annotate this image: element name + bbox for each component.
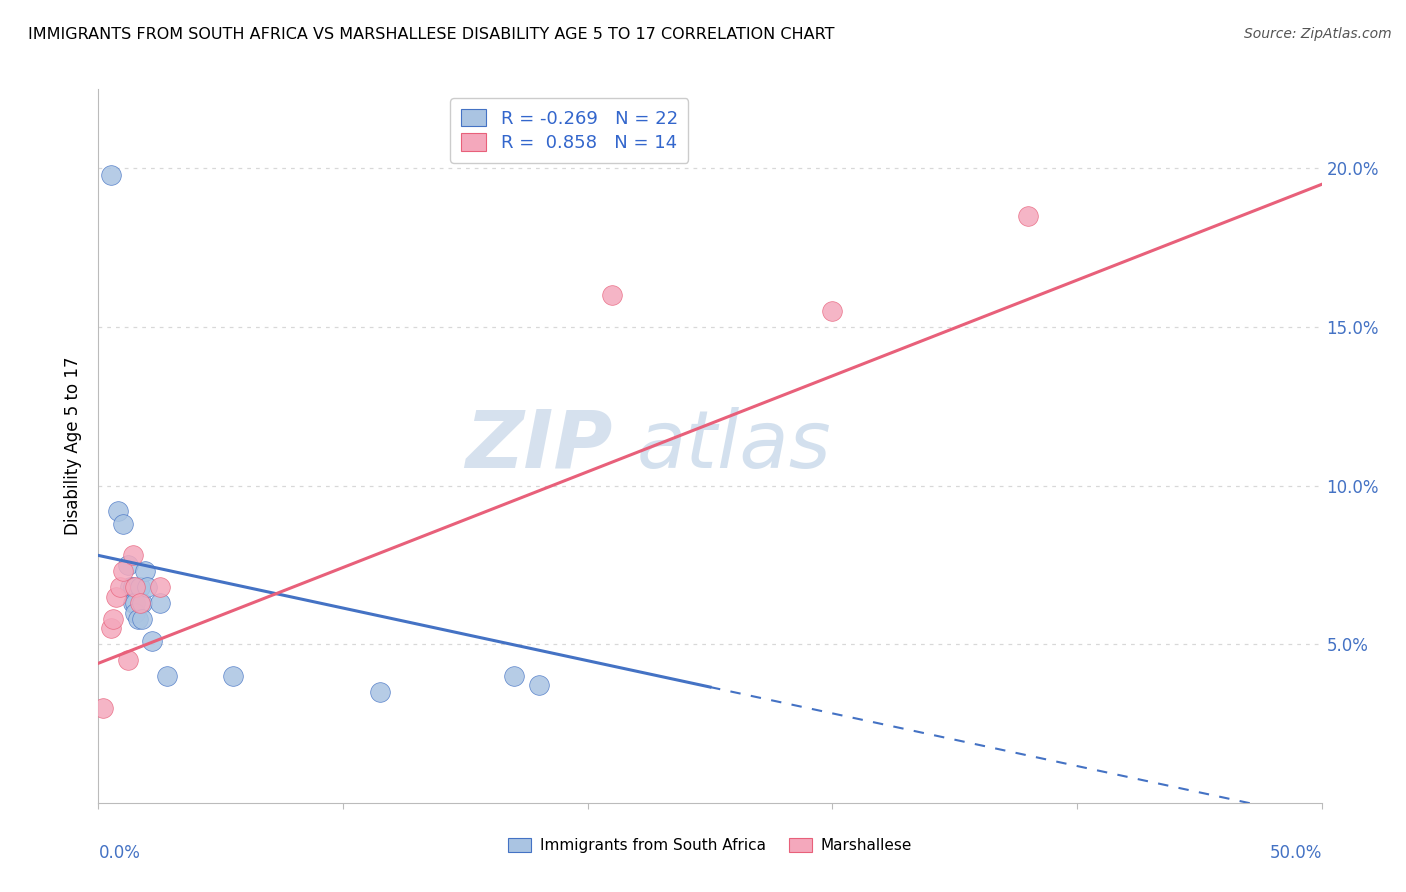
Text: Source: ZipAtlas.com: Source: ZipAtlas.com [1244, 27, 1392, 41]
Point [121, 549, 143, 563]
Point [136, 580, 159, 594]
Point [124, 606, 146, 620]
Point [129, 580, 152, 594]
Point [121, 596, 143, 610]
Point [101, 612, 124, 626]
Point [141, 634, 163, 648]
Point [1017, 209, 1039, 223]
Text: 50.0%: 50.0% [1270, 844, 1322, 862]
Point [127, 612, 149, 626]
Point [117, 653, 139, 667]
Point [121, 580, 143, 594]
Text: 0.0%: 0.0% [98, 844, 141, 862]
Point [100, 621, 122, 635]
Point [129, 596, 152, 610]
Point [104, 590, 127, 604]
Point [100, 168, 122, 182]
Point [124, 596, 146, 610]
Point [131, 596, 153, 610]
Point [120, 580, 142, 594]
Point [107, 504, 129, 518]
Point [527, 678, 550, 692]
Text: atlas: atlas [637, 407, 831, 485]
Point [134, 564, 156, 578]
Y-axis label: Disability Age 5 to 17: Disability Age 5 to 17 [65, 357, 83, 535]
Point [110, 580, 132, 594]
Point [111, 564, 134, 578]
Point [156, 669, 179, 683]
Point [368, 685, 391, 699]
Point [117, 558, 139, 572]
Text: IMMIGRANTS FROM SOUTH AFRICA VS MARSHALLESE DISABILITY AGE 5 TO 17 CORRELATION C: IMMIGRANTS FROM SOUTH AFRICA VS MARSHALL… [28, 27, 835, 42]
Point [222, 669, 245, 683]
Point [124, 580, 146, 594]
Legend: Immigrants from South Africa, Marshallese: Immigrants from South Africa, Marshalles… [502, 832, 918, 859]
Point [503, 669, 526, 683]
Point [131, 612, 153, 626]
Point [91, 700, 114, 714]
Point [149, 580, 172, 594]
Point [149, 596, 172, 610]
Point [111, 516, 134, 531]
Point [821, 304, 844, 318]
Point [600, 288, 623, 302]
Text: ZIP: ZIP [465, 407, 612, 485]
